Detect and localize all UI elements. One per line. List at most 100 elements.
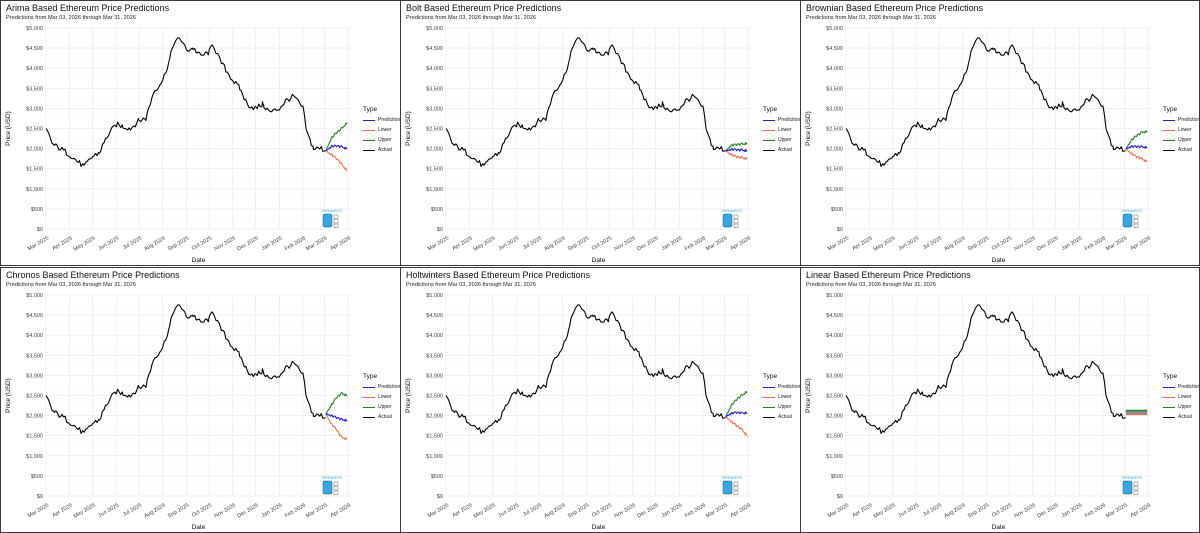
x-tick-label: Jul 2025	[522, 236, 543, 252]
x-tick-label: Apr 2026	[1130, 503, 1152, 519]
legend-title: Type	[1163, 106, 1178, 113]
series-lower-line	[325, 150, 348, 172]
y-tick-label: $1,000	[426, 454, 443, 460]
x-tick-label: Apr 2025	[851, 503, 873, 519]
x-axis-title: Date	[592, 524, 606, 531]
x-tick-label: Dec 2025	[236, 236, 259, 253]
chart-title: Arima Based Ethereum Price Predictions	[6, 3, 170, 13]
y-tick-label: $2,500	[426, 394, 443, 400]
x-tick-label: Mar 2025	[827, 236, 850, 253]
series-actual-line	[445, 304, 726, 435]
legend-key-upper	[363, 140, 375, 141]
legend-label-actual: Actual	[778, 414, 792, 420]
legend-key-lower	[763, 130, 775, 131]
x-tick-label: Oct 2025	[991, 236, 1013, 252]
x-tick-label: Aug 2025	[543, 236, 566, 253]
y-axis-title: Price (USD)	[805, 378, 812, 413]
x-tick-label: Aug 2025	[543, 503, 566, 520]
y-tick-label: $0	[37, 227, 43, 233]
x-tick-label: Oct 2025	[191, 236, 213, 252]
x-tick-label: Sep 2025	[567, 236, 590, 253]
series-prediction-line	[325, 144, 348, 152]
chart-panel-holtwinters: Holtwinters Based Ethereum Price Predict…	[400, 267, 801, 533]
y-tick-label: $500	[431, 207, 443, 213]
x-tick-label: Jul 2025	[122, 503, 143, 519]
x-tick-label: Jun 2025	[498, 503, 521, 520]
x-tick-label: Dec 2025	[636, 503, 659, 520]
x-tick-label: Jan 2026	[661, 236, 684, 253]
y-tick-label: $1,000	[426, 187, 443, 193]
y-tick-label: $3,500	[826, 353, 843, 359]
legend-key-upper	[763, 407, 775, 408]
x-tick-label: Feb 2026	[684, 236, 707, 253]
x-tick-label: May 2025	[473, 503, 497, 520]
y-tick-label: $0	[437, 494, 443, 500]
chart-title: Linear Based Ethereum Price Predictions	[806, 270, 971, 280]
x-tick-label: Mar 2025	[27, 236, 50, 253]
series-actual-line	[45, 37, 326, 168]
legend-title: Type	[363, 373, 378, 380]
x-tick-label: Feb 2026	[284, 503, 307, 520]
x-tick-label: Jul 2025	[922, 236, 943, 252]
x-tick-label: May 2025	[73, 236, 97, 253]
legend-label-actual: Actual	[1178, 147, 1192, 153]
x-tick-label: Apr 2025	[51, 503, 73, 519]
x-tick-label: Mar 2025	[427, 236, 450, 253]
drharcs-logo: DRHARCS	[722, 208, 742, 228]
x-tick-label: Feb 2026	[284, 236, 307, 253]
chart-plot: $0 $500 $1,000 $1,500 $2,000 $2,500 $3,000 $3,5…	[5, 26, 352, 264]
x-tick-label: Nov 2025	[1013, 503, 1036, 520]
series-prediction-line	[725, 147, 748, 153]
chart-panel-linear: Linear Based Ethereum Price Predictions P…	[800, 267, 1200, 533]
legend-key-actual	[363, 150, 375, 151]
legend-label-actual: Actual	[378, 414, 392, 420]
drharcs-logo: DRHARCS	[1122, 208, 1142, 228]
legend-label-lower: Lower	[778, 394, 792, 400]
x-tick-label: Oct 2025	[591, 236, 613, 252]
x-tick-label: Dec 2025	[1036, 236, 1059, 253]
x-tick-label: May 2025	[873, 236, 897, 253]
chart-subtitle: Predictions from Mar 03, 2026 through Ma…	[6, 15, 136, 21]
y-tick-label: $1,500	[26, 167, 43, 173]
chart-panel-brownian: Brownian Based Ethereum Price Prediction…	[800, 0, 1200, 266]
y-tick-label: $5,000	[26, 293, 43, 299]
y-tick-label: $3,000	[826, 106, 843, 112]
legend-label-actual: Actual	[378, 147, 392, 153]
y-tick-label: $2,500	[826, 127, 843, 133]
legend-label-lower: Lower	[778, 127, 792, 133]
legend-label-actual: Actual	[778, 147, 792, 153]
x-axis-title: Date	[992, 257, 1006, 264]
y-tick-label: $4,500	[826, 313, 843, 319]
legend-key-actual	[763, 417, 775, 418]
legend-label-lower: Lower	[1178, 394, 1192, 400]
y-tick-label: $2,000	[826, 147, 843, 153]
x-tick-label: Feb 2026	[684, 503, 707, 520]
legend-label-prediction: Prediction	[778, 384, 801, 390]
y-tick-label: $5,000	[26, 26, 43, 32]
x-tick-label: Sep 2025	[167, 236, 190, 253]
drharcs-logo: DRHARCS	[722, 475, 742, 495]
y-tick-label: $5,000	[826, 26, 843, 32]
x-tick-label: Mar 2025	[27, 503, 50, 520]
series-lower-line	[725, 416, 748, 437]
chart-title: Brownian Based Ethereum Price Prediction…	[806, 3, 984, 13]
x-tick-label: Jan 2026	[1061, 503, 1084, 520]
y-tick-label: $4,500	[426, 313, 443, 319]
y-tick-label: $4,500	[26, 46, 43, 52]
y-tick-label: $3,000	[426, 373, 443, 379]
legend-label-prediction: Prediction	[1178, 117, 1200, 123]
y-tick-label: $500	[431, 474, 443, 480]
y-tick-label: $4,000	[426, 66, 443, 72]
legend-label-upper: Upper	[1178, 404, 1192, 410]
legend-key-prediction	[363, 387, 375, 388]
series-upper-line	[325, 122, 348, 151]
y-tick-label: $2,000	[426, 414, 443, 420]
y-tick-label: $2,500	[826, 394, 843, 400]
y-tick-label: $1,500	[826, 167, 843, 173]
x-tick-label: Mar 2025	[827, 503, 850, 520]
legend-key-upper	[363, 407, 375, 408]
logo-text: DRHARCS	[322, 475, 342, 480]
legend-label-prediction: Prediction	[1178, 384, 1200, 390]
chart-plot: $0 $500 $1,000 $1,500 $2,000 $2,500 $3,000 $3,5…	[805, 293, 1152, 531]
